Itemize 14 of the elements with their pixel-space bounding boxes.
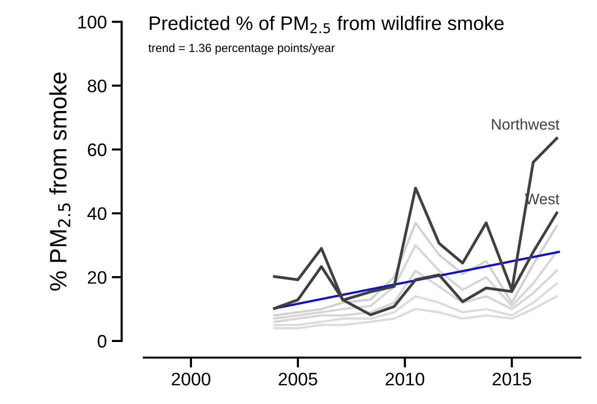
series-label: Northwest xyxy=(492,118,560,130)
x-tick-label: 2010 xyxy=(386,372,424,386)
x-tick-label: 2000 xyxy=(172,372,210,386)
chart-title: Predicted % of PM$_{2.5}$ from wildfire smoke xyxy=(150,16,504,34)
y-tick-label: 60 xyxy=(88,143,106,156)
y-tick-label: 80 xyxy=(88,80,106,92)
y-tick-label: 40 xyxy=(87,207,106,220)
y-tick-label: 20 xyxy=(88,271,106,284)
y-axis-title: % PM$_{2.5}$ from smoke xyxy=(49,72,70,291)
text: trend = 1.36 percentage points/year xyxy=(148,43,335,54)
x-tick-label: 2015 xyxy=(492,372,532,386)
x-tick-label: 2005 xyxy=(278,372,318,386)
y-tick-label: 100 xyxy=(78,16,106,29)
y-tick-label: 0 xyxy=(98,334,106,348)
